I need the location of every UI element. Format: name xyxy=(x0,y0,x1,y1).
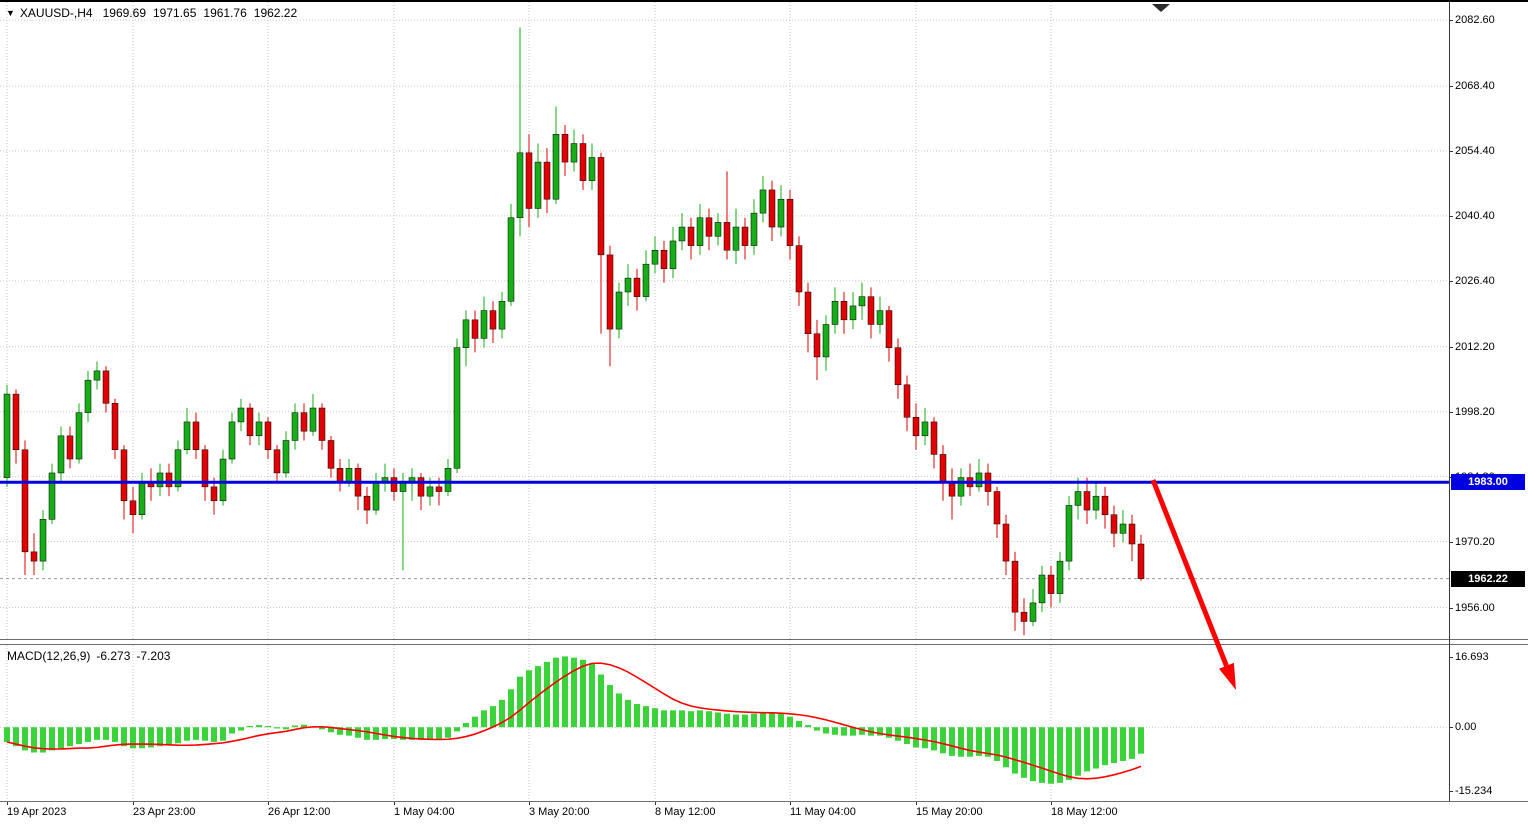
price-tick-label: 1998.20 xyxy=(1455,405,1495,418)
macd-name: MACD(12,26,9) xyxy=(7,649,91,663)
macd-value: -6.273 xyxy=(96,649,131,663)
price-axis-border xyxy=(1449,2,1450,801)
time-tick-label: 23 Apr 23:00 xyxy=(133,806,196,818)
price-tick-label: 1956.00 xyxy=(1455,601,1495,614)
macd-tick-label: 16.693 xyxy=(1455,650,1489,663)
axis-tick-mark xyxy=(1449,280,1453,282)
axis-tick-mark xyxy=(529,802,530,805)
axis-tick-mark xyxy=(916,802,917,805)
axis-tick-mark xyxy=(1449,791,1453,793)
panel-separator[interactable] xyxy=(0,644,1528,645)
axis-tick-mark xyxy=(790,802,791,805)
price-tick-label: 2054.40 xyxy=(1455,144,1495,157)
axis-tick-mark xyxy=(1449,150,1453,152)
quote-low: 1961.76 xyxy=(203,6,247,20)
axis-tick-mark xyxy=(1449,607,1453,609)
macd-indicator-label: MACD(12,26,9) -6.273 -7.203 xyxy=(7,649,170,663)
candles-layer xyxy=(3,27,1145,636)
price-tick-label: 2040.40 xyxy=(1455,209,1495,222)
axis-tick-mark xyxy=(394,802,395,805)
axis-tick-mark xyxy=(7,802,8,805)
symbol-period-label: XAUUSD-,H4 xyxy=(19,6,93,20)
price-tick-label: 2068.40 xyxy=(1455,79,1495,92)
axis-tick-mark xyxy=(1449,346,1453,348)
macd-signal-line xyxy=(6,662,1142,780)
time-tick-label: 11 May 04:00 xyxy=(790,806,856,818)
main-chart-canvas[interactable] xyxy=(0,2,1449,640)
time-tick-label: 3 May 20:00 xyxy=(529,806,590,818)
time-tick-label: 1 May 04:00 xyxy=(394,806,455,818)
axis-tick-mark xyxy=(655,802,656,805)
time-axis[interactable]: 19 Apr 2023 23 Apr 23:00 26 Apr 12:00 1 May… xyxy=(0,802,1449,827)
quote-open: 1969.69 xyxy=(102,6,146,20)
axis-tick-mark xyxy=(1449,85,1453,87)
price-tick-label: 2026.40 xyxy=(1455,274,1495,287)
chart-shift-marker-icon[interactable] xyxy=(1152,4,1170,12)
axis-tick-mark xyxy=(1449,541,1453,543)
macd-panel-canvas[interactable] xyxy=(0,645,1449,801)
chart-title: ▼ XAUUSD-,H4 1969.69 1971.65 1961.76 196… xyxy=(6,6,304,20)
axis-tick-mark xyxy=(1449,20,1453,22)
axis-tick-mark xyxy=(133,802,134,805)
quote-close: 1962.22 xyxy=(253,6,298,20)
panel-separator[interactable] xyxy=(0,639,1528,640)
time-tick-label: 8 May 12:00 xyxy=(655,806,716,818)
quote-high: 1971.65 xyxy=(153,6,197,20)
axis-tick-mark xyxy=(1449,727,1453,729)
symbol-dropdown-icon[interactable]: ▼ xyxy=(6,8,15,18)
bid-price-tag: 1962.22 xyxy=(1451,570,1525,587)
price-tick-label: 1970.20 xyxy=(1455,535,1495,548)
axis-tick-mark xyxy=(1449,656,1453,658)
axis-tick-mark xyxy=(1449,215,1453,217)
time-tick-label: 19 Apr 2023 xyxy=(7,806,67,818)
time-tick-label: 26 Apr 12:00 xyxy=(268,806,331,818)
time-tick-label: 15 May 20:00 xyxy=(916,806,983,818)
price-axis[interactable]: 2082.60 2068.40 2054.40 2040.40 2026.40 2012.… xyxy=(1449,2,1528,801)
macd-tick-label: -15.234 xyxy=(1455,785,1493,798)
macd-histogram-layer xyxy=(4,656,1144,784)
price-tick-label: 2082.60 xyxy=(1455,14,1495,27)
axis-tick-mark xyxy=(1051,802,1052,805)
axis-tick-mark xyxy=(268,802,269,805)
price-tick-label: 2012.20 xyxy=(1455,340,1495,353)
macd-tick-label: 0.00 xyxy=(1455,721,1477,734)
axis-tick-mark xyxy=(1449,411,1453,413)
time-axis-separator xyxy=(0,801,1528,802)
macd-signal-value: -7.203 xyxy=(136,649,171,663)
hline-price-tag: 1983.00 xyxy=(1451,474,1525,491)
time-tick-label: 18 May 12:00 xyxy=(1051,806,1118,818)
